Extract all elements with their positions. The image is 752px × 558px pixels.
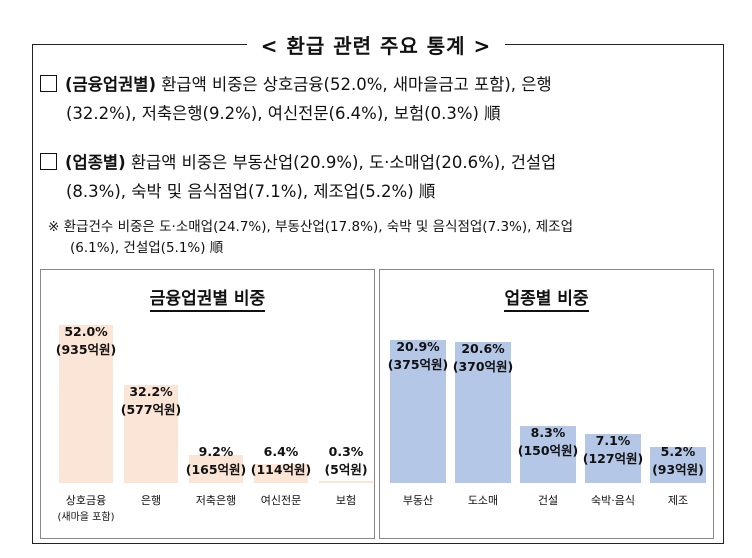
chart-bar <box>59 325 113 483</box>
chart-bar <box>585 434 641 483</box>
chart-bar <box>189 455 243 483</box>
bar-value-label: 7.1% <box>595 433 631 449</box>
chart-title: 업종별 비중 <box>380 284 713 312</box>
note-line: 환급건수 비중은 도·소매업(24.7%), 부동산업(17.8%), 숙박 및… <box>63 219 573 235</box>
category-label: 숙박·음식 <box>591 494 635 507</box>
page-title: < 환급 관련 주요 통계 > <box>0 30 752 59</box>
note-mark: ※ <box>48 219 60 235</box>
bar-amount-label: (935억원) <box>55 342 117 357</box>
bar-amount-label: (93억원) <box>652 462 704 477</box>
bar-value-label: 0.3% <box>328 444 364 459</box>
bar-value-label: 52.0% <box>64 324 108 339</box>
bullet-line: 환급액 비중은 부동산업(20.9%), 도·소매업(20.6%), 건설업 <box>130 153 557 172</box>
category-sublabel: (새마을 포함) <box>57 512 115 523</box>
bullet-line: (32.2%), 저축은행(9.2%), 여신전문(6.4%), 보험(0.3%… <box>66 104 501 123</box>
note: ※ 환급건수 비중은 도·소매업(24.7%), 부동산업(17.8%), 숙박… <box>48 217 716 259</box>
chart-bar <box>455 342 511 483</box>
bar-amount-label: (127억원) <box>582 451 644 467</box>
category-label: 건설 <box>537 494 559 507</box>
chart-title: 금융업권별 비중 <box>41 284 374 312</box>
category-label: 부동산 <box>402 494 434 507</box>
chart-financial-sector: 금융업권별 비중 52.0% (935억원) 상호금융 (새마을 포함) 32.2% (5… <box>40 269 375 539</box>
bullet-line: (8.3%), 숙박 및 음식점업(7.1%), 제조업(5.2%) 順 <box>66 182 436 201</box>
checkbox-square-icon <box>40 153 57 170</box>
bar-amount-label: (165억원) <box>185 462 247 477</box>
chart-bar <box>124 385 178 483</box>
bar-value-label: 9.2% <box>198 444 234 459</box>
chart-bar <box>650 447 706 483</box>
category-label: 제조 <box>667 494 689 507</box>
bar-value-label: 32.2% <box>129 384 173 400</box>
chart-bar <box>520 426 576 483</box>
category-label: 여신전문 <box>260 494 302 507</box>
checkbox-square-icon <box>40 75 57 92</box>
bullet-label: (업종별) <box>65 153 126 172</box>
bar-value-label: 5.2% <box>660 444 696 459</box>
bar-value-label: 20.9% <box>396 339 440 354</box>
bullet-industry: (업종별) 환급액 비중은 부동산업(20.9%), 도·소매업(20.6%),… <box>40 148 710 206</box>
bar-value-label: 6.4% <box>263 444 299 459</box>
chart-bar <box>390 340 446 483</box>
bar-value-label: 20.6% <box>461 341 505 357</box>
note-line: (6.1%), 건설업(5.1%) 順 <box>70 240 224 256</box>
bar-amount-label: (577억원) <box>120 402 182 418</box>
bullet-line: 환급액 비중은 상호금융(52.0%, 새마을금고 포함), 은행 <box>161 75 552 94</box>
chart-bar <box>254 463 308 483</box>
category-label: 도소매 <box>467 494 499 507</box>
category-label: 상호금융 <box>65 494 107 507</box>
chart-industry: 업종별 비중 20.9% (375억원) 부동산 20.6% (370억원) 도소매 8.3… <box>379 269 714 539</box>
bar-amount-label: (5억원) <box>324 462 368 477</box>
category-label: 보험 <box>335 494 357 507</box>
bar-amount-label: (370억원) <box>452 359 514 375</box>
bullet-financial-sector: (금융업권별) 환급액 비중은 상호금융(52.0%, 새마을금고 포함), 은… <box>40 70 710 128</box>
chart-bar <box>319 481 373 483</box>
bullet-label: (금융업권별) <box>65 75 156 94</box>
bar-value-label: 8.3% <box>530 425 566 441</box>
category-label: 은행 <box>140 494 162 507</box>
bar-amount-label: (150억원) <box>517 443 579 459</box>
category-label: 저축은행 <box>195 494 237 507</box>
bar-amount-label: (375억원) <box>387 357 449 372</box>
bar-amount-label: (114억원) <box>250 462 312 477</box>
